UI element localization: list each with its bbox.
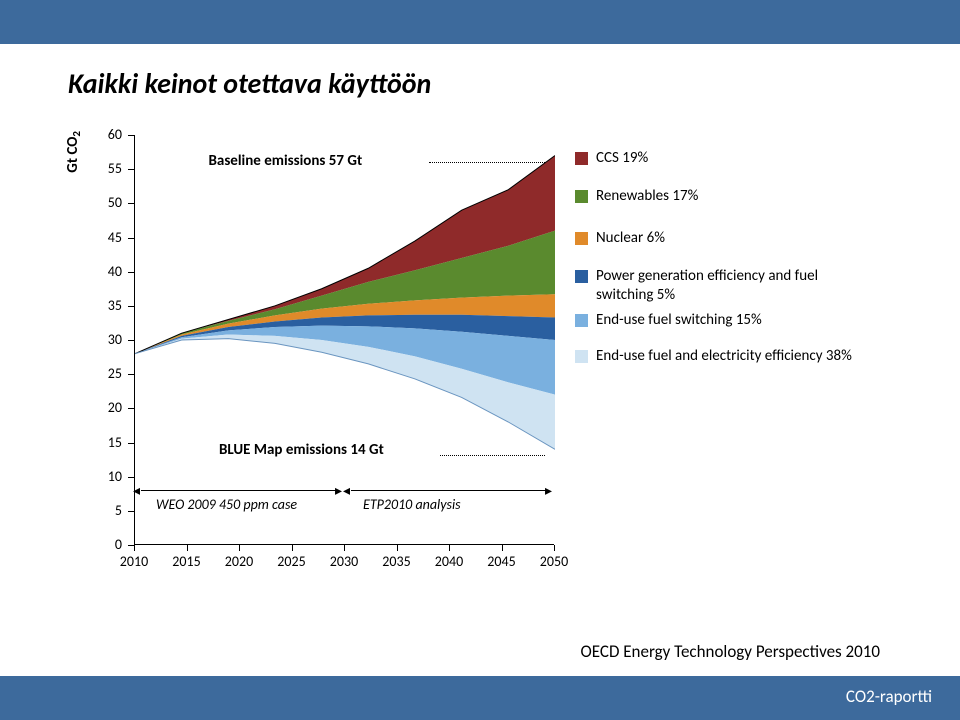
y-tick: 40 (92, 263, 122, 280)
etp-arrow (351, 490, 549, 491)
legend-item: CCS 19% (575, 149, 648, 168)
legend-label: Renewables 17% (596, 187, 698, 206)
legend-label: Nuclear 6% (596, 229, 665, 248)
baseline-dotted-line (429, 162, 545, 163)
y-tick: 45 (92, 229, 122, 246)
legend-item: End-use fuel and electricity efficiency … (575, 347, 852, 366)
plot-area: Baseline emissions 57 Gt BLUE Map emissi… (134, 135, 554, 545)
footer-label: CO2-raportti (846, 686, 932, 707)
y-tick: 20 (92, 399, 122, 416)
y-tick: 35 (92, 297, 122, 314)
y-tick: 5 (92, 502, 122, 519)
slide-title: Kaikki keinot otettava käyttöön (68, 66, 920, 101)
y-tick: 50 (92, 194, 122, 211)
source-text: OECD Energy Technology Perspectives 2010 (581, 641, 880, 662)
weo-annotation: WEO 2009 450 ppm case (156, 496, 297, 513)
legend-swatch (575, 152, 588, 165)
bottom-band: CO2-raportti (0, 676, 960, 720)
y-tick: 15 (92, 434, 122, 451)
x-tick: 2035 (372, 553, 422, 570)
y-tick: 25 (92, 365, 122, 382)
x-tick: 2010 (109, 553, 159, 570)
bluemap-dotted-line (440, 455, 545, 456)
legend-swatch (575, 350, 588, 363)
legend-label: Power generation efficiency and fuel swi… (596, 267, 876, 305)
x-tick: 2045 (477, 553, 527, 570)
legend-label: CCS 19% (596, 149, 648, 168)
y-tick: 0 (92, 536, 122, 553)
chart: Gt CO2 051015202530354045505560 20102015… (70, 131, 890, 601)
x-tick: 2015 (162, 553, 212, 570)
x-tick: 2020 (214, 553, 264, 570)
bluemap-annotation: BLUE Map emissions 14 Gt (219, 441, 384, 459)
legend-item: Nuclear 6% (575, 229, 665, 248)
legend-label: End-use fuel and electricity efficiency … (596, 347, 852, 366)
x-tick: 2050 (529, 553, 579, 570)
weo-arrow (141, 490, 339, 491)
legend-item: End-use fuel switching 15% (575, 311, 762, 330)
baseline-annotation: Baseline emissions 57 Gt (209, 152, 363, 170)
legend-label: End-use fuel switching 15% (596, 311, 762, 330)
y-tick: 30 (92, 331, 122, 348)
legend-item: Power generation efficiency and fuel swi… (575, 267, 876, 305)
y-tick: 10 (92, 468, 122, 485)
etp-annotation: ETP2010 analysis (363, 496, 461, 513)
y-tick: 60 (92, 126, 122, 143)
legend-swatch (575, 270, 588, 283)
x-tick: 2040 (424, 553, 474, 570)
legend-swatch (575, 314, 588, 327)
y-axis-label: Gt CO2 (64, 131, 83, 173)
y-tick: 55 (92, 160, 122, 177)
legend-item: Renewables 17% (575, 187, 698, 206)
x-tick: 2030 (319, 553, 369, 570)
top-band (0, 0, 960, 44)
legend-swatch (575, 232, 588, 245)
legend-swatch (575, 190, 588, 203)
slide-content: Kaikki keinot otettava käyttöön Gt CO2 0… (0, 44, 960, 676)
x-tick: 2025 (267, 553, 317, 570)
